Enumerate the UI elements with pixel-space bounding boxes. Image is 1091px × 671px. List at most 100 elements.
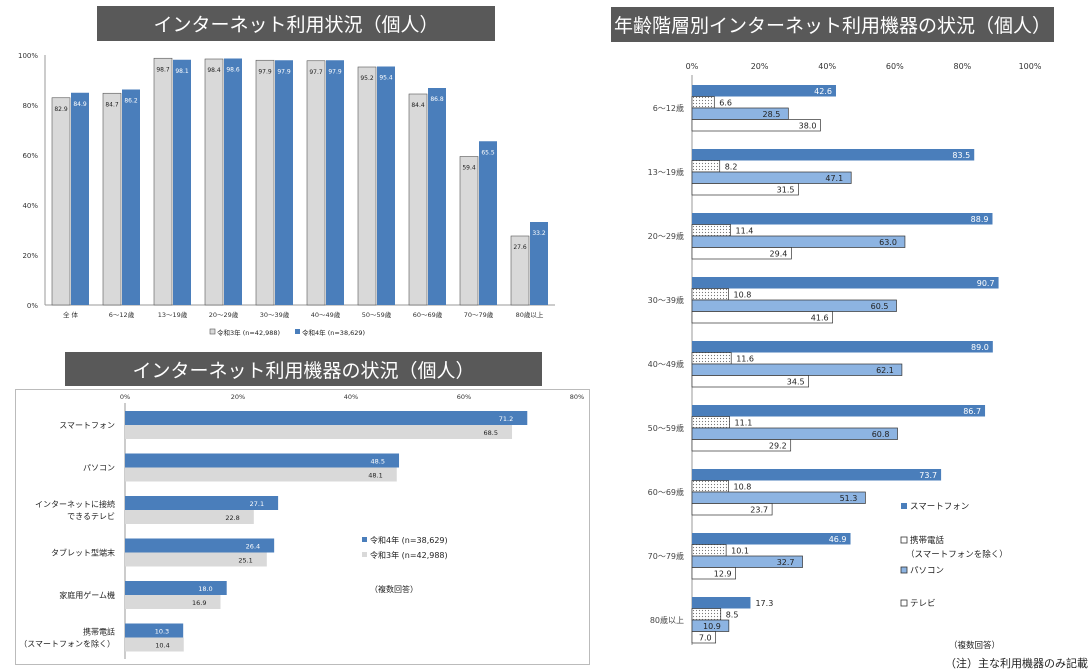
legend-label: （スマートフォンを除く） bbox=[906, 549, 1008, 560]
bar-value-label: 60.8 bbox=[872, 430, 890, 439]
chart-frame bbox=[15, 389, 590, 665]
x-tick-label: 40% bbox=[818, 62, 836, 71]
category-label: （スマートフォンを除く） bbox=[19, 639, 115, 649]
legend-swatch bbox=[900, 566, 908, 574]
legend-label: テレビ bbox=[910, 599, 936, 609]
bar bbox=[428, 88, 446, 305]
bar-value-label: 41.6 bbox=[811, 314, 829, 323]
bar bbox=[326, 60, 344, 305]
legend-swatch-r4 bbox=[295, 329, 300, 334]
x-tick-label: 20～29歳 bbox=[209, 310, 239, 319]
bar-value-label: 88.9 bbox=[971, 215, 989, 224]
bar-value-label: 29.4 bbox=[770, 250, 788, 259]
device-bar-chart: 0% 20% 40% 60% 80% 71.268.5 スマートフォン 48.5 48.1 パソコ… bbox=[15, 389, 590, 665]
category-label: 13～19歳 bbox=[648, 167, 684, 177]
x-tick-label: 60% bbox=[457, 393, 471, 401]
bar bbox=[122, 89, 140, 305]
multiple-answer-note: （複数回答） bbox=[370, 584, 418, 594]
multiple-answer-note: （複数回答） bbox=[949, 640, 1000, 651]
legend-swatch-r4 bbox=[362, 537, 367, 542]
bar bbox=[691, 416, 730, 429]
bar-value-label: 84.9 bbox=[73, 101, 87, 108]
bar-value-label: 23.7 bbox=[750, 506, 768, 515]
bar-value-label: 26.4 bbox=[246, 543, 260, 551]
category-label: 40～49歳 bbox=[648, 359, 684, 369]
legend-swatch bbox=[901, 503, 907, 509]
bar-value-label: 98.6 bbox=[226, 67, 240, 74]
bar-value-label: 33.2 bbox=[532, 230, 546, 237]
x-tick-label: 13～19歳 bbox=[158, 310, 188, 319]
bar bbox=[125, 425, 513, 439]
bar bbox=[691, 375, 809, 388]
bar-value-label: 83.5 bbox=[952, 151, 970, 160]
bar bbox=[691, 503, 773, 516]
bar bbox=[204, 58, 224, 306]
x-tick-label: 70～79歳 bbox=[464, 310, 494, 319]
bar-value-label: 82.9 bbox=[54, 106, 68, 113]
bar-value-label: 51.3 bbox=[840, 494, 858, 503]
bar-value-label: 18.0 bbox=[198, 585, 212, 593]
x-tick-label: 50～59歳 bbox=[362, 310, 392, 319]
bar-value-label: 89.0 bbox=[971, 343, 989, 352]
bar-value-label: 7.0 bbox=[699, 634, 712, 643]
legend-label: 令和4年 (n=38,629) bbox=[302, 328, 365, 337]
bar bbox=[102, 92, 122, 306]
category-label: 20～29歳 bbox=[648, 231, 684, 241]
bar bbox=[125, 637, 184, 652]
bar-value-label: 98.7 bbox=[156, 66, 170, 73]
bar bbox=[691, 491, 866, 504]
panel2-title: インターネット利用機器の状況（個人） bbox=[65, 352, 542, 386]
bar-value-label: 38.0 bbox=[799, 122, 817, 131]
bar bbox=[691, 352, 732, 365]
bar-value-label: 86.2 bbox=[124, 98, 138, 105]
bar-value-label: 32.7 bbox=[777, 558, 795, 567]
y-tick-label: 40% bbox=[22, 202, 38, 210]
bar bbox=[691, 119, 821, 132]
bar-value-label: 25.1 bbox=[238, 557, 252, 565]
bar bbox=[692, 533, 851, 545]
bar bbox=[692, 469, 942, 481]
legend-swatch-r3 bbox=[362, 552, 367, 557]
panel3-chart: 0% 20% 40% 60% 80% 100% 42.6 6.6 28.5 38.0 6～12歳 83… bbox=[605, 48, 1091, 660]
bar-value-label: 97.9 bbox=[328, 68, 342, 75]
bar-value-label: 27.1 bbox=[250, 500, 264, 508]
bar bbox=[51, 97, 71, 306]
bar bbox=[692, 597, 751, 609]
bar bbox=[692, 85, 836, 97]
bar bbox=[692, 277, 999, 289]
bar-value-label: 6.6 bbox=[719, 99, 732, 108]
bar-value-label: 97.7 bbox=[309, 69, 323, 76]
bar bbox=[408, 93, 428, 306]
bar bbox=[691, 427, 898, 440]
bar bbox=[691, 247, 792, 260]
bar-value-label: 60.5 bbox=[871, 302, 889, 311]
bar-value-label: 10.8 bbox=[734, 291, 752, 300]
bar-value-label: 59.4 bbox=[462, 165, 476, 172]
bar-value-label: 31.5 bbox=[777, 186, 795, 195]
y-tick-label: 80% bbox=[22, 102, 38, 110]
bar bbox=[691, 363, 903, 376]
bar-value-label: 62.1 bbox=[876, 366, 894, 375]
x-tick-label: 20% bbox=[751, 62, 769, 71]
bar-value-label: 34.5 bbox=[787, 378, 805, 387]
y-tick-label: 20% bbox=[22, 252, 38, 260]
bar bbox=[692, 405, 986, 417]
bar bbox=[691, 183, 799, 196]
legend-swatch-r3 bbox=[209, 328, 216, 335]
bar bbox=[691, 235, 906, 248]
bar-value-label: 8.5 bbox=[726, 611, 739, 620]
bar-value-label: 10.8 bbox=[734, 483, 752, 492]
bar-value-label: 27.6 bbox=[513, 244, 527, 251]
panel2-chart: 0% 20% 40% 60% 80% 71.2 68.5 スマートフォン 48.5 48.1 パソコ… bbox=[15, 389, 590, 669]
category-label: 30～39歳 bbox=[648, 295, 684, 305]
panel3-footnote: （注）主な利用機器のみ記載 bbox=[945, 657, 1088, 670]
legend-swatch bbox=[900, 599, 908, 607]
bar-value-label: 16.9 bbox=[192, 599, 206, 607]
bar-value-label: 12.9 bbox=[714, 570, 732, 579]
category-label: パソコン bbox=[83, 464, 115, 473]
category-label: 50～59歳 bbox=[648, 423, 684, 433]
bar-value-label: 10.9 bbox=[703, 622, 721, 631]
bar bbox=[479, 141, 497, 305]
legend-swatch bbox=[900, 536, 908, 544]
bar-value-label: 95.2 bbox=[360, 75, 374, 82]
